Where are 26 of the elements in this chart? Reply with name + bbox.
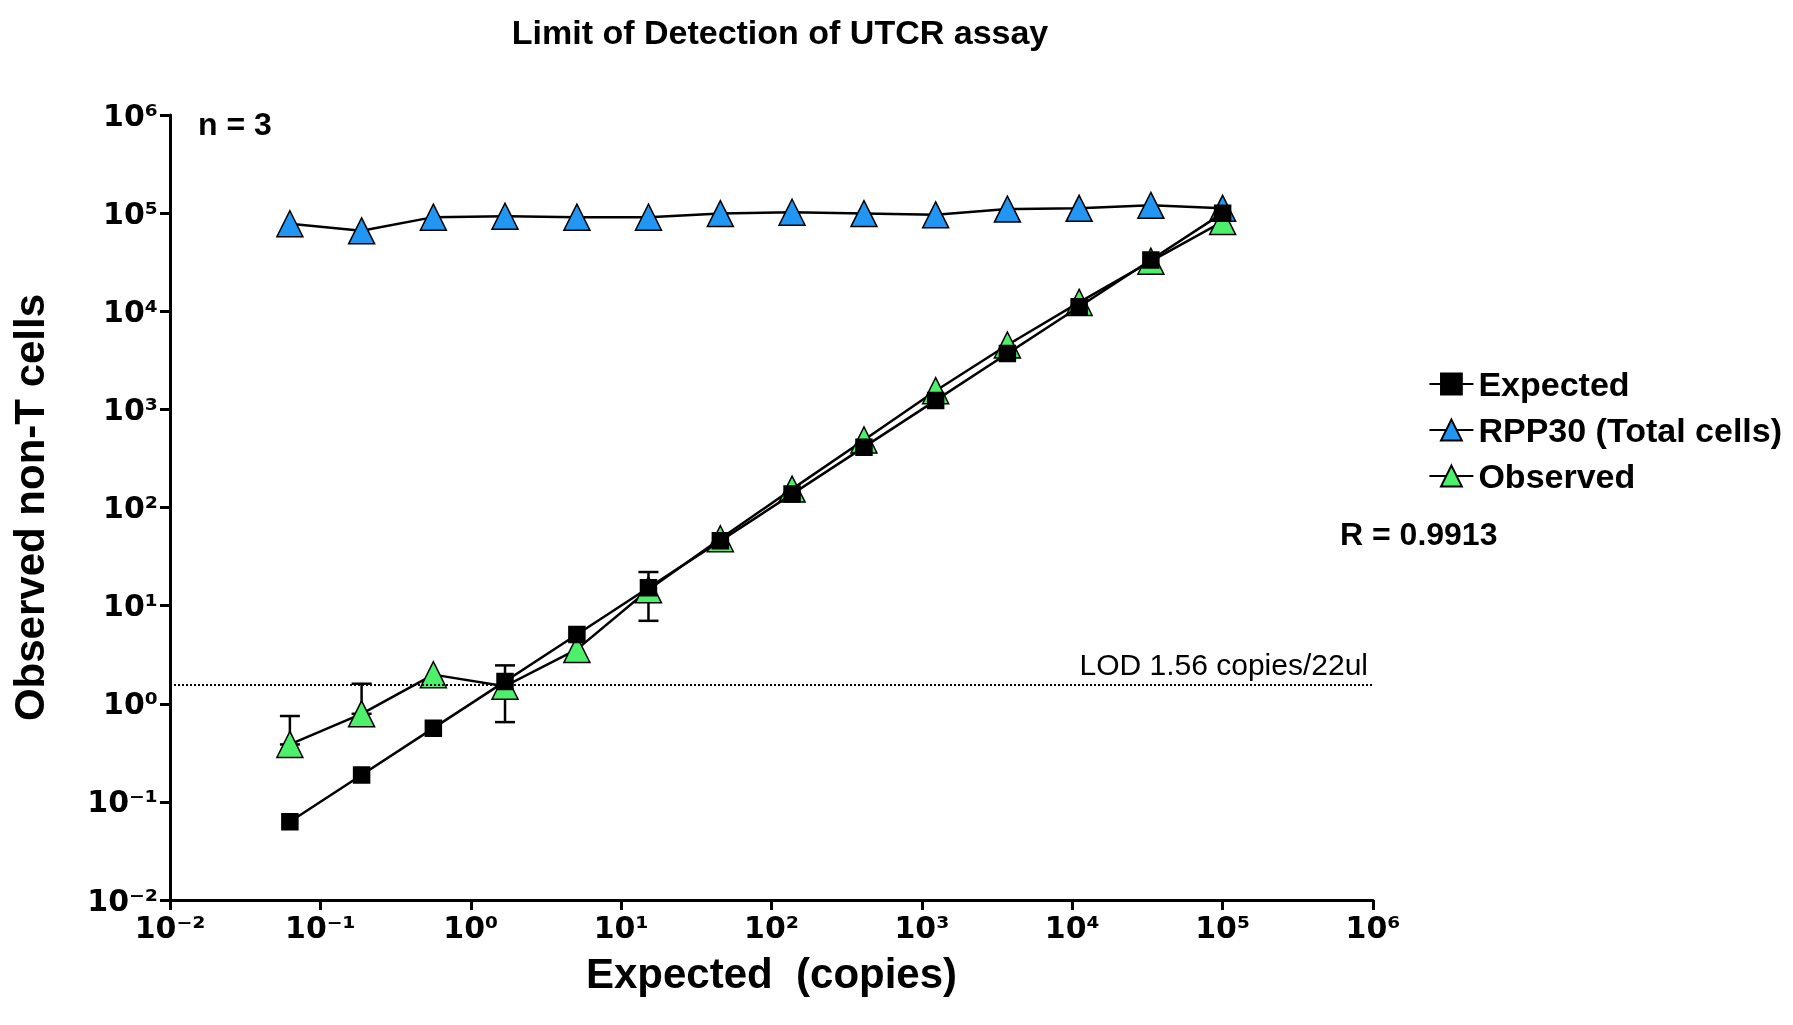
x-axis-title: Expected (copies) [585,949,958,997]
y-tick-label: 10⁻¹ [87,784,158,820]
legend-label: Observed [1478,457,1636,495]
y-tick-label: 10⁰ [103,686,158,722]
x-tick-label: 10⁶ [1345,909,1401,945]
annotation: n = 3 [198,106,272,142]
y-tick-label: 10⁴ [103,293,158,329]
y-tick-label: 10⁶ [103,97,158,133]
x-tick-label: 10³ [894,909,950,945]
x-tick-label: 10⁵ [1195,909,1251,945]
x-tick-label: 10⁰ [443,909,499,945]
y-tick-label: 10² [103,490,158,525]
chart-title: Limit of Detection of UTCR assay [511,13,1049,51]
y-axis-title: Observed non-T cells [5,293,53,722]
ref-line-label: LOD 1.56 copies/22ul [1079,648,1368,682]
legend-label: Expected [1478,365,1630,403]
y-tick-label: 10³ [103,391,158,427]
y-tick-label: 10¹ [103,588,158,624]
x-tick-label: 10² [744,909,799,945]
x-tick-label: 10⁻¹ [285,909,356,945]
y-tick-label: 10⁵ [103,195,158,231]
annotation: R = 0.9913 [1340,516,1498,552]
x-tick-label: 10¹ [593,909,649,945]
x-tick-label: 10⁻² [134,909,206,945]
legend-label: RPP30 (Total cells) [1478,411,1782,449]
x-tick-label: 10⁴ [1044,909,1100,945]
